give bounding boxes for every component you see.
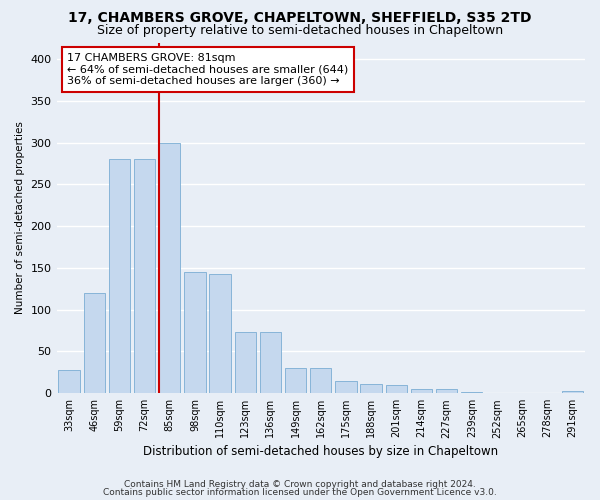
Bar — [209, 274, 231, 393]
Bar — [562, 390, 583, 393]
Bar — [260, 332, 281, 393]
Bar — [58, 370, 80, 393]
Bar — [436, 389, 457, 393]
Bar — [235, 332, 256, 393]
Bar — [335, 380, 356, 393]
Bar — [109, 160, 130, 393]
Text: Size of property relative to semi-detached houses in Chapeltown: Size of property relative to semi-detach… — [97, 24, 503, 37]
Y-axis label: Number of semi-detached properties: Number of semi-detached properties — [15, 122, 25, 314]
Bar — [159, 142, 181, 393]
Bar — [134, 160, 155, 393]
X-axis label: Distribution of semi-detached houses by size in Chapeltown: Distribution of semi-detached houses by … — [143, 444, 499, 458]
Bar — [285, 368, 307, 393]
Bar — [461, 392, 482, 393]
Bar — [184, 272, 206, 393]
Bar — [83, 293, 105, 393]
Text: Contains HM Land Registry data © Crown copyright and database right 2024.: Contains HM Land Registry data © Crown c… — [124, 480, 476, 489]
Text: 17, CHAMBERS GROVE, CHAPELTOWN, SHEFFIELD, S35 2TD: 17, CHAMBERS GROVE, CHAPELTOWN, SHEFFIEL… — [68, 11, 532, 25]
Text: 17 CHAMBERS GROVE: 81sqm
← 64% of semi-detached houses are smaller (644)
36% of : 17 CHAMBERS GROVE: 81sqm ← 64% of semi-d… — [67, 53, 349, 86]
Bar — [411, 389, 432, 393]
Bar — [310, 368, 331, 393]
Bar — [361, 384, 382, 393]
Bar — [386, 385, 407, 393]
Text: Contains public sector information licensed under the Open Government Licence v3: Contains public sector information licen… — [103, 488, 497, 497]
